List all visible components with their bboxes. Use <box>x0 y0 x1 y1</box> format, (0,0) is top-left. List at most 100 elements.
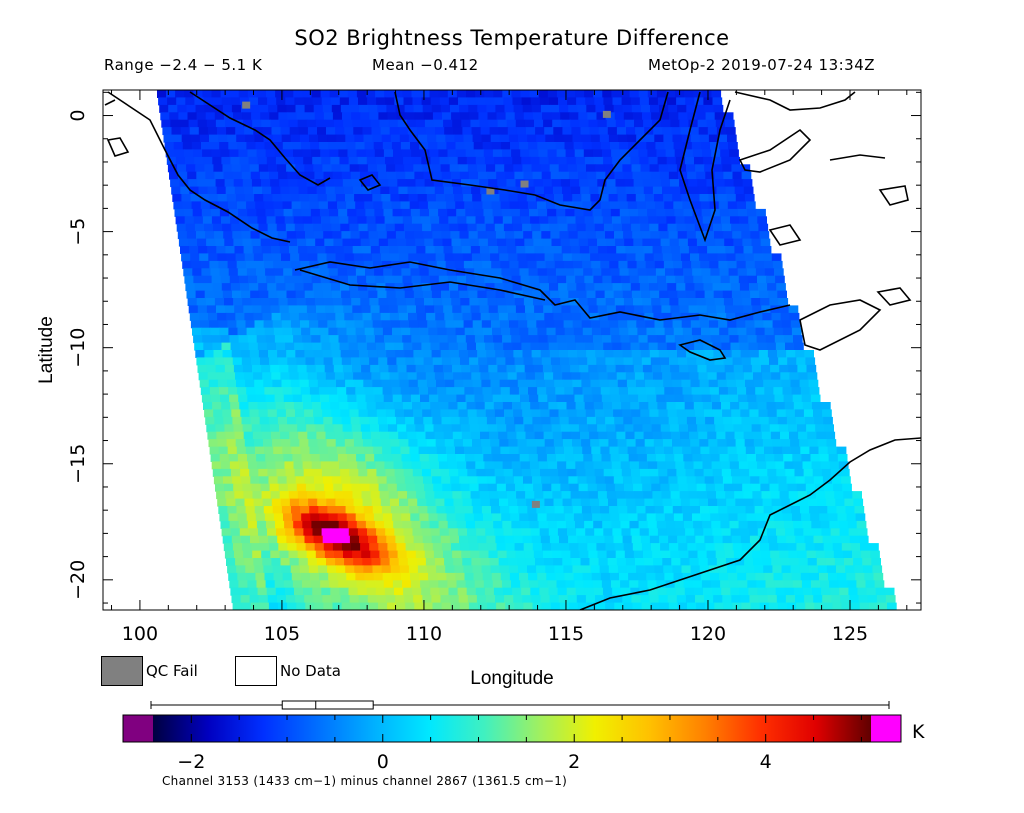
heatmap-cell <box>404 350 415 358</box>
heatmap-cell <box>412 528 423 537</box>
heatmap-cell <box>218 201 229 210</box>
heatmap-cell <box>500 142 511 150</box>
heatmap-cell <box>310 394 321 403</box>
heatmap-cell <box>308 194 319 202</box>
heatmap-cell <box>584 216 595 225</box>
heatmap-cell <box>409 387 420 396</box>
heatmap-cell <box>621 587 631 596</box>
heatmap-cell <box>575 402 586 410</box>
heatmap-cell <box>832 476 842 485</box>
heatmap-cell <box>628 513 639 522</box>
heatmap-cell <box>197 119 208 128</box>
heatmap-cell <box>776 283 786 292</box>
heatmap-cell <box>335 312 345 321</box>
heatmap-cell <box>745 260 756 269</box>
heatmap-cell <box>368 476 379 485</box>
heatmap-cell <box>725 186 736 195</box>
heatmap-cell <box>501 454 512 462</box>
heatmap-cell <box>386 416 397 425</box>
heatmap-cell <box>675 342 686 351</box>
heatmap-cell <box>764 387 774 396</box>
heatmap-cell <box>539 528 550 537</box>
heatmap-cell <box>255 572 266 581</box>
heatmap-cell <box>856 520 867 529</box>
heatmap-cell <box>608 565 619 574</box>
heatmap-cell <box>537 572 547 581</box>
heatmap-cell <box>662 186 672 195</box>
heatmap-cell <box>648 587 659 596</box>
heatmap-cell <box>368 350 378 358</box>
heatmap-cell <box>805 543 816 552</box>
heatmap-cell <box>424 119 435 128</box>
heatmap-cell <box>257 342 268 351</box>
heatmap-cell <box>405 483 416 492</box>
heatmap-cell <box>690 134 701 143</box>
heatmap-cell <box>233 238 244 247</box>
heatmap-cell <box>269 112 279 121</box>
heatmap-cell <box>579 491 590 500</box>
heatmap-cell <box>811 580 821 589</box>
heatmap-cell <box>430 97 441 106</box>
heatmap-cell <box>752 246 763 254</box>
heatmap-cell <box>631 350 642 358</box>
heatmap-cell <box>342 179 353 188</box>
heatmap-cell <box>495 476 506 485</box>
heatmap-cell <box>436 379 446 388</box>
heatmap-cell <box>270 364 280 373</box>
heatmap-cell <box>509 201 520 210</box>
heatmap-cell <box>296 357 307 366</box>
heatmap-cell <box>809 506 819 514</box>
heatmap-cell <box>213 409 223 418</box>
heatmap-cell <box>591 327 602 336</box>
heatmap-cell <box>162 127 173 136</box>
heatmap-cell <box>701 394 712 403</box>
heatmap-cell <box>294 528 304 537</box>
heatmap-cell <box>735 379 746 388</box>
heatmap-cell <box>444 253 455 262</box>
heatmap-cell <box>203 97 214 106</box>
heatmap-cell <box>729 580 739 589</box>
heatmap-cell <box>526 498 536 507</box>
heatmap-cell <box>793 335 803 344</box>
heatmap-cell <box>669 112 679 121</box>
heatmap-cell <box>218 506 228 514</box>
heatmap-cell <box>342 424 353 433</box>
heatmap-cell <box>439 97 450 106</box>
heatmap-cell <box>804 350 814 358</box>
heatmap-cell <box>180 246 190 254</box>
heatmap-cell <box>243 550 253 559</box>
heatmap-cell <box>517 379 528 388</box>
heatmap-cell <box>783 335 794 344</box>
heatmap-cell <box>282 446 292 455</box>
heatmap-cell <box>283 454 294 462</box>
heatmap-cell <box>627 565 637 574</box>
heatmap-cell <box>281 565 292 574</box>
heatmap-cell <box>624 550 635 559</box>
heatmap-cell <box>600 446 611 455</box>
heatmap-cell <box>694 409 705 418</box>
heatmap-cell <box>404 164 414 173</box>
heatmap-cell <box>733 364 744 373</box>
heatmap-cell <box>350 290 360 299</box>
heatmap-cell <box>647 149 658 158</box>
heatmap-cell <box>654 260 665 269</box>
heatmap-cell <box>544 194 555 202</box>
heatmap-cell <box>471 186 481 195</box>
heatmap-cell <box>269 171 279 180</box>
heatmap-cell <box>509 320 519 329</box>
heatmap-cell <box>445 320 456 329</box>
heatmap-cell <box>266 275 276 284</box>
heatmap-cell <box>507 312 518 321</box>
heatmap-cell <box>520 461 531 470</box>
heatmap-cell <box>480 498 491 507</box>
heatmap-cell <box>196 112 207 121</box>
heatmap-cell <box>217 312 227 321</box>
heatmap-cell <box>870 550 880 559</box>
heatmap-cell <box>490 253 500 262</box>
heatmap-cell <box>280 431 290 440</box>
heatmap-cell <box>813 535 824 544</box>
heatmap-cell <box>460 298 470 306</box>
heatmap-cell <box>386 290 397 299</box>
heatmap-cell <box>450 357 461 366</box>
heatmap-cell <box>760 483 771 492</box>
